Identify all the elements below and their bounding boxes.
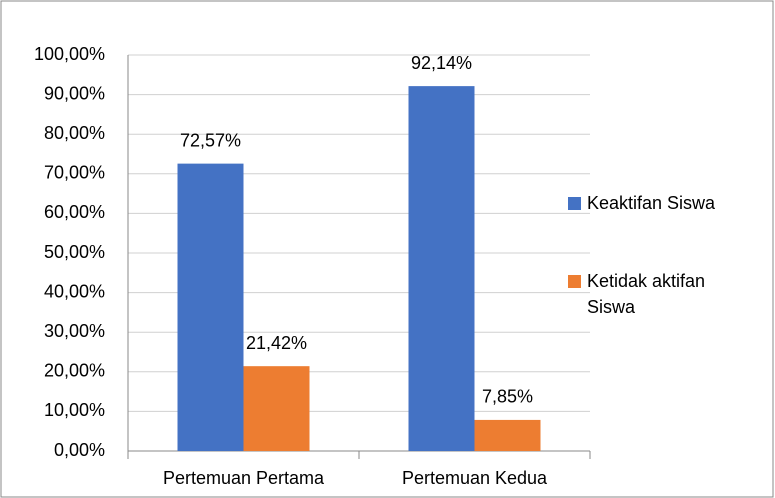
value-label: 72,57% — [180, 130, 241, 150]
y-tick-label: 90,00% — [44, 83, 105, 103]
y-tick-label: 10,00% — [44, 400, 105, 420]
y-tick-label: 50,00% — [44, 242, 105, 262]
x-tick-label: Pertemuan Pertama — [163, 468, 325, 488]
legend-label: Keaktifan Siswa — [587, 193, 716, 213]
y-tick-label: 70,00% — [44, 163, 105, 183]
value-label: 7,85% — [482, 387, 533, 407]
y-tick-label: 60,00% — [44, 202, 105, 222]
bar — [177, 163, 244, 451]
y-tick-label: 100,00% — [34, 44, 105, 64]
legend-item: Ketidak aktifan Siswa — [568, 268, 748, 320]
value-label: 92,14% — [411, 53, 472, 73]
y-tick-label: 20,00% — [44, 361, 105, 381]
y-tick-label: 80,00% — [44, 123, 105, 143]
x-tick-label: Pertemuan Kedua — [402, 468, 548, 488]
legend-label: Ketidak aktifan Siswa — [587, 271, 706, 317]
y-tick-label: 0,00% — [54, 440, 105, 460]
bar — [474, 419, 541, 451]
legend-swatch — [568, 197, 581, 210]
y-tick-label: 30,00% — [44, 321, 105, 341]
legend-swatch — [568, 275, 581, 288]
value-label: 21,42% — [246, 333, 307, 353]
bar — [243, 366, 310, 451]
bar — [408, 86, 475, 451]
y-tick-label: 40,00% — [44, 281, 105, 301]
legend-item: Keaktifan Siswa — [568, 190, 748, 216]
